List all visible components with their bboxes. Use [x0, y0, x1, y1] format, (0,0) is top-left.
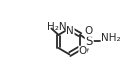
- Text: O: O: [79, 46, 87, 56]
- Text: N: N: [66, 26, 74, 37]
- Text: H₂N: H₂N: [47, 22, 67, 32]
- Text: S: S: [86, 35, 93, 48]
- Text: O: O: [84, 26, 93, 37]
- Text: NH₂: NH₂: [100, 33, 120, 43]
